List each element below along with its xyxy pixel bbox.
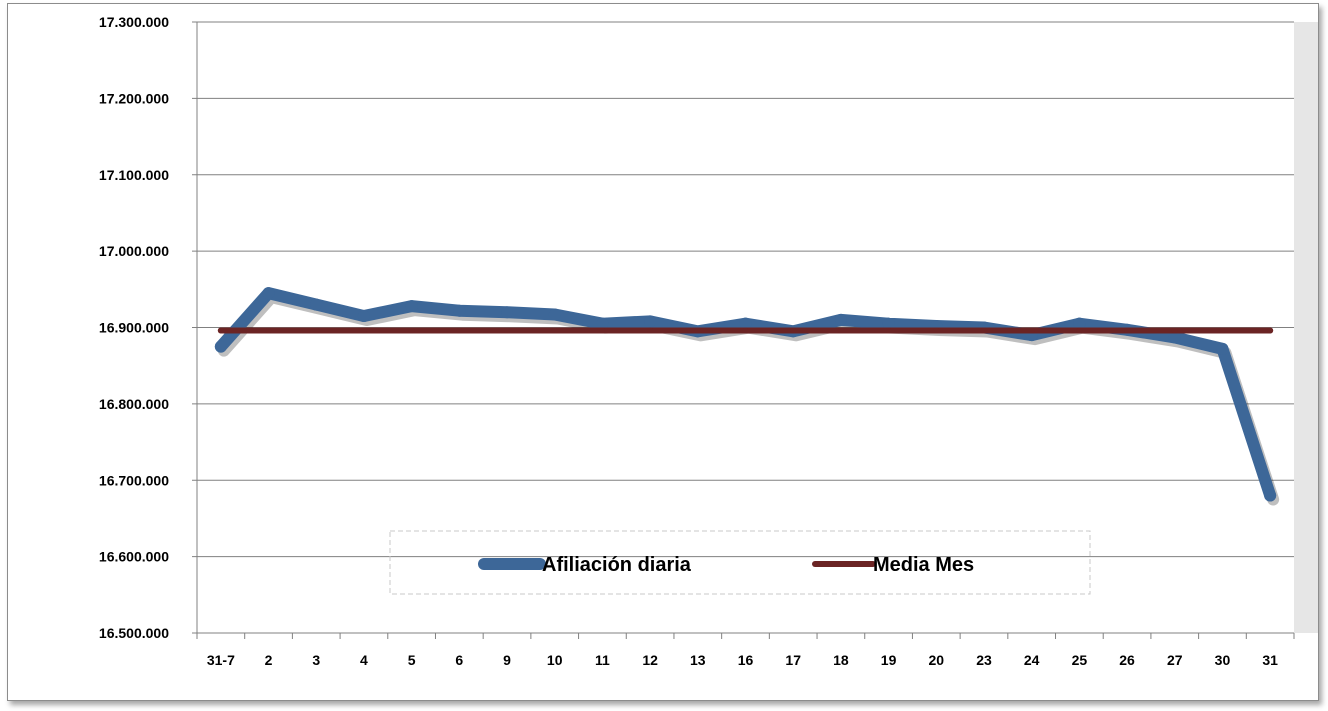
series-point <box>1216 342 1229 355</box>
series-point <box>742 327 749 334</box>
series-point <box>265 327 272 334</box>
x-tick-label: 31-7 <box>207 652 235 668</box>
x-tick-label: 26 <box>1119 652 1135 668</box>
x-tick-label: 5 <box>408 652 416 668</box>
x-tick-label: 23 <box>976 652 992 668</box>
series-point <box>933 327 940 334</box>
series-point <box>1073 317 1086 330</box>
x-tick-label: 13 <box>690 652 706 668</box>
legend-box <box>389 530 1091 595</box>
x-tick-label: 19 <box>881 652 897 668</box>
x-tick-label: 9 <box>503 652 511 668</box>
legend-label: Afiliación diaria <box>542 554 692 576</box>
series-point <box>644 315 657 328</box>
series-point <box>262 287 275 300</box>
series-point <box>551 327 558 334</box>
x-tick-label: 18 <box>833 652 849 668</box>
series-point <box>1264 489 1277 502</box>
legend-label: Media Mes <box>873 554 974 576</box>
series-point <box>1219 327 1226 334</box>
x-tick-label: 31 <box>1262 652 1278 668</box>
series-point <box>599 327 606 334</box>
x-tick-label: 20 <box>928 652 944 668</box>
x-tick-label: 17 <box>785 652 801 668</box>
x-tick-label: 27 <box>1167 652 1183 668</box>
x-tick-label: 24 <box>1024 652 1040 668</box>
x-tick-label: 6 <box>455 652 463 668</box>
y-tick-label: 16.500.000 <box>99 625 169 641</box>
series-point <box>548 308 561 321</box>
series-point <box>647 327 654 334</box>
y-tick-label: 16.700.000 <box>99 472 169 488</box>
series-point <box>596 317 609 330</box>
series-point <box>313 327 320 334</box>
x-tick-label: 10 <box>547 652 563 668</box>
series-point <box>882 317 895 330</box>
series-point <box>360 327 367 334</box>
y-tick-label: 17.000.000 <box>99 243 169 259</box>
y-tick-label: 16.600.000 <box>99 549 169 565</box>
series-point <box>694 327 701 334</box>
series-point <box>739 317 752 330</box>
x-tick-label: 2 <box>265 652 273 668</box>
series-point <box>790 327 797 334</box>
y-tick-label: 16.900.000 <box>99 320 169 336</box>
series-point <box>217 327 224 334</box>
series-point <box>837 327 844 334</box>
x-tick-label: 25 <box>1072 652 1088 668</box>
series-point <box>357 310 370 323</box>
series-point <box>456 327 463 334</box>
series-point <box>405 300 418 313</box>
y-tick-label: 17.300.000 <box>99 14 169 30</box>
series-point <box>1124 327 1131 334</box>
series-point <box>834 313 847 326</box>
series-point <box>1168 331 1181 344</box>
x-tick-label: 16 <box>738 652 754 668</box>
x-tick-label: 11 <box>595 652 610 668</box>
series-point <box>980 327 987 334</box>
series-point <box>501 306 514 319</box>
series-point <box>504 327 511 334</box>
y-tick-label: 17.100.000 <box>99 167 169 183</box>
series-point <box>1171 327 1178 334</box>
y-tick-label: 17.200.000 <box>99 90 169 106</box>
y-tick-label: 16.800.000 <box>99 396 169 412</box>
series-point <box>310 298 323 311</box>
series-point <box>1028 327 1035 334</box>
x-tick-label: 3 <box>312 652 320 668</box>
x-tick-label: 30 <box>1215 652 1231 668</box>
series-point <box>214 340 227 353</box>
series-point <box>1267 327 1274 334</box>
x-tick-label: 4 <box>360 652 368 668</box>
series-point <box>885 327 892 334</box>
plot-shade <box>1294 22 1318 633</box>
x-tick-label: 12 <box>642 652 658 668</box>
series-point <box>453 304 466 317</box>
series-point <box>408 327 415 334</box>
series-point <box>1076 327 1083 334</box>
